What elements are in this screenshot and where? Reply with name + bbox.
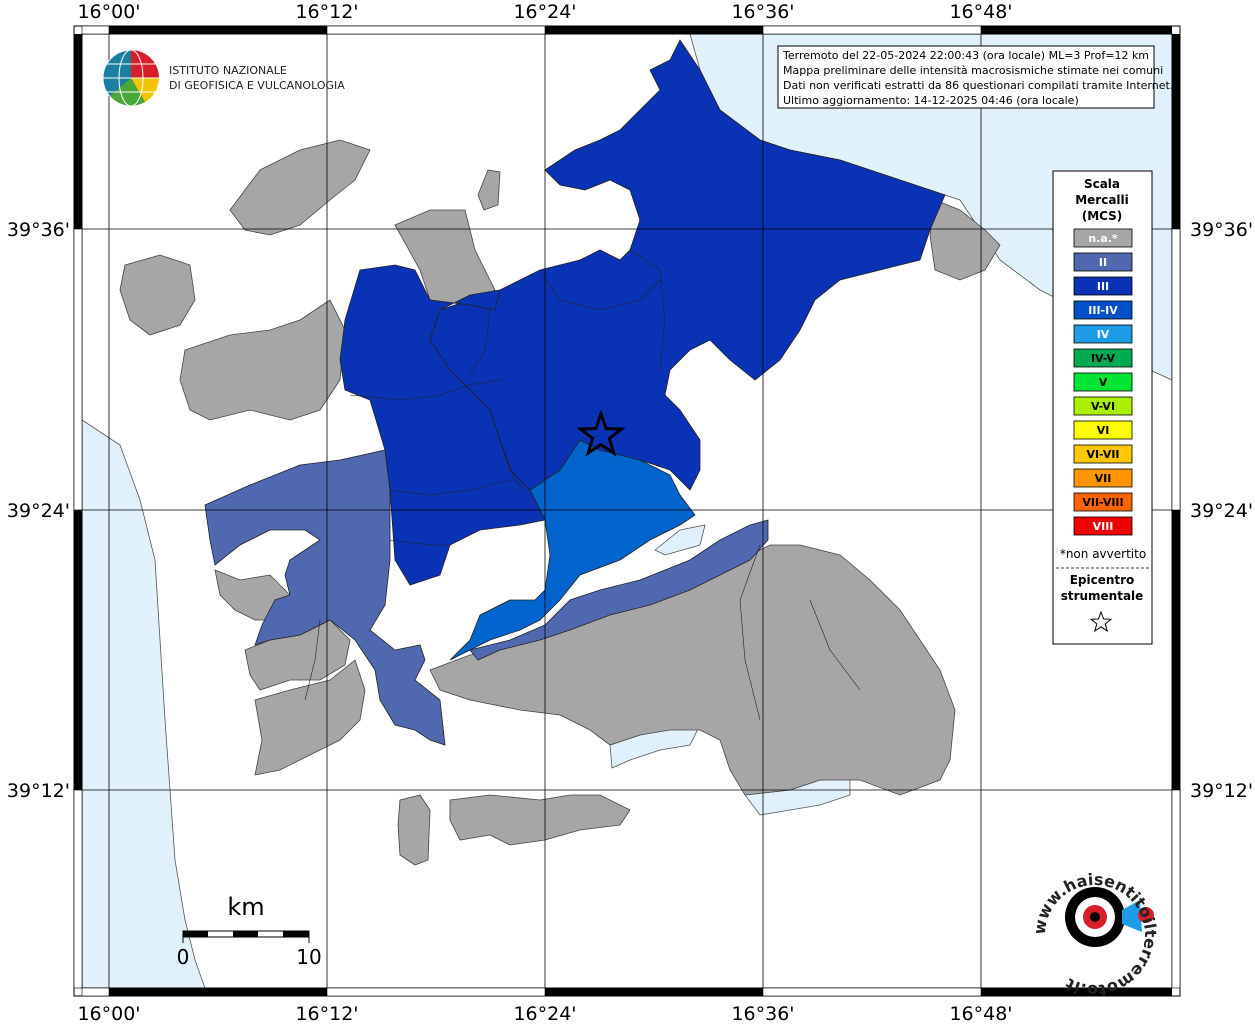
legend-label: V — [1099, 376, 1108, 389]
legend-epicenter-label: Epicentro — [1070, 573, 1135, 587]
scale-min: 0 — [177, 945, 190, 969]
legend-swatch — [1073, 348, 1133, 368]
info-line2: Mappa preliminare delle intensità macros… — [783, 64, 1163, 77]
lon-label-top: 16°00' — [77, 1, 140, 23]
grid-lines — [82, 34, 1172, 988]
info-line3: Dati non verificati estratti da 86 quest… — [783, 79, 1173, 92]
legend: Scala Mercalli (MCS) n.a.*IIIIIIII-IVIVI… — [1052, 170, 1153, 645]
lon-label-top: 16°12' — [295, 1, 358, 23]
legend-items: n.a.*IIIIIIII-IVIVIV-VVV-VIVIVI-VIIVIIVI… — [1073, 228, 1133, 536]
legend-swatch — [1073, 252, 1133, 272]
logo-line1: ISTITUTO NAZIONALE — [169, 64, 287, 77]
legend-swatch — [1073, 228, 1133, 248]
legend-swatch — [1073, 444, 1133, 464]
legend-swatch — [1073, 324, 1133, 344]
logo-line2: DI GEOFISICA E VULCANOLOGIA — [169, 79, 345, 92]
legend-label: n.a.* — [1088, 232, 1118, 245]
info-line4: Ultimo aggiornamento: 14-12-2025 04:46 (… — [783, 94, 1079, 107]
legend-label: II — [1099, 256, 1107, 269]
lon-label-bottom: 16°00' — [77, 1003, 140, 1024]
lat-label-right: 39°36' — [1190, 219, 1253, 241]
lon-label-top: 16°24' — [513, 1, 576, 23]
legend-label: III-IV — [1088, 304, 1118, 317]
legend-label: VII-VIII — [1082, 496, 1123, 509]
intensity-ii-municipalities — [204, 449, 769, 746]
intensity-iv-municipality — [449, 439, 696, 661]
coordinate-labels: 16°00' 16°12' 16°24' 16°36' 16°48' 16°00… — [7, 1, 1253, 1024]
legend-label: VIII — [1093, 520, 1114, 533]
legend-swatch — [1073, 396, 1133, 416]
lat-label-left: 39°36' — [7, 219, 70, 241]
legend-label: VII — [1095, 472, 1112, 485]
lat-label-right: 39°24' — [1190, 500, 1253, 522]
lake-1 — [654, 524, 706, 556]
legend-title: Scala — [1084, 177, 1120, 191]
question-icon — [1138, 907, 1154, 923]
lon-label-bottom: 16°48' — [949, 1003, 1012, 1024]
legend-label: III — [1097, 280, 1109, 293]
legend-epicenter-label: strumentale — [1061, 589, 1144, 603]
legend-label: VI — [1097, 424, 1110, 437]
lon-label-top: 16°36' — [731, 1, 794, 23]
legend-swatch — [1073, 420, 1133, 440]
municipal-borders — [304, 249, 861, 721]
megaphone-icon — [1122, 900, 1142, 932]
map-frame — [73, 25, 1181, 997]
lat-label-left: 39°12' — [7, 780, 70, 802]
legend-swatch — [1073, 492, 1133, 512]
ingv-logo: ISTITUTO NAZIONALE DI GEOFISICA E VULCAN… — [102, 49, 345, 107]
info-line1: Terremoto del 22-05-2024 22:00:43 (ora l… — [782, 49, 1149, 62]
legend-label: VI-VII — [1086, 448, 1119, 461]
epicenter-star-icon — [576, 409, 626, 457]
lon-label-bottom: 16°24' — [513, 1003, 576, 1024]
na-municipalities — [119, 139, 1001, 866]
legend-swatch — [1073, 468, 1133, 488]
scale-bar: km 0 10 — [177, 893, 322, 969]
star-icon — [1089, 610, 1113, 633]
legend-title: (MCS) — [1082, 209, 1123, 223]
legend-swatch — [1073, 300, 1133, 320]
legend-swatch — [1073, 276, 1133, 296]
intensity-iii-municipalities — [339, 39, 946, 586]
legend-label: IV-V — [1091, 352, 1116, 365]
lon-label-bottom: 16°36' — [731, 1003, 794, 1024]
lon-label-bottom: 16°12' — [295, 1003, 358, 1024]
legend-label: IV — [1097, 328, 1110, 341]
lat-label-left: 39°24' — [7, 500, 70, 522]
lon-label-top: 16°48' — [949, 1, 1012, 23]
legend-note: *non avvertito — [1060, 547, 1146, 561]
info-box: Terremoto del 22-05-2024 22:00:43 (ora l… — [777, 45, 1173, 109]
legend-swatch — [1073, 516, 1133, 536]
scale-max: 10 — [296, 945, 321, 969]
legend-title: Mercalli — [1075, 193, 1129, 207]
legend-label: V-VI — [1091, 400, 1115, 413]
scale-unit: km — [227, 893, 264, 921]
lat-label-right: 39°12' — [1190, 780, 1253, 802]
legend-swatch — [1073, 372, 1133, 392]
